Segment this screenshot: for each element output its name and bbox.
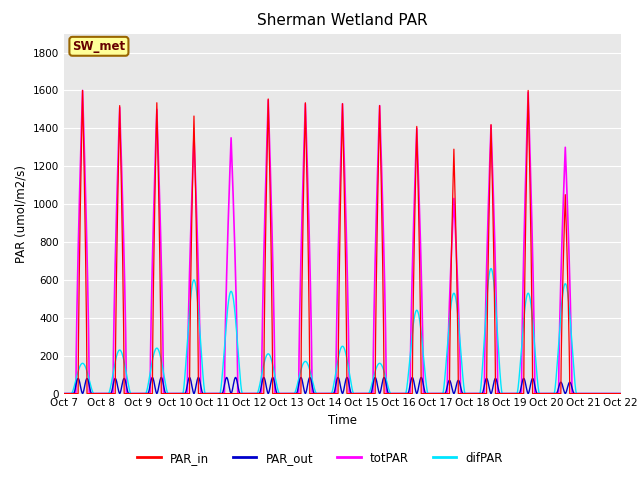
PAR_in xyxy=(274,391,282,396)
Title: Sherman Wetland PAR: Sherman Wetland PAR xyxy=(257,13,428,28)
totPAR xyxy=(546,391,554,396)
Line: PAR_in: PAR_in xyxy=(64,90,621,394)
totPAR xyxy=(298,219,306,225)
PAR_out xyxy=(60,391,68,396)
difPAR xyxy=(546,391,554,396)
difPAR xyxy=(274,385,282,391)
PAR_in xyxy=(546,391,554,396)
PAR_out xyxy=(274,391,282,396)
PAR_in xyxy=(60,391,68,396)
totPAR xyxy=(274,391,282,396)
totPAR xyxy=(124,391,132,396)
PAR_out xyxy=(124,388,131,394)
Legend: PAR_in, PAR_out, totPAR, difPAR: PAR_in, PAR_out, totPAR, difPAR xyxy=(132,447,508,469)
X-axis label: Time: Time xyxy=(328,414,357,427)
PAR_in xyxy=(606,391,614,396)
PAR_in xyxy=(298,294,306,300)
difPAR xyxy=(157,354,164,360)
difPAR xyxy=(124,377,131,383)
Y-axis label: PAR (umol/m2/s): PAR (umol/m2/s) xyxy=(14,165,28,263)
PAR_out xyxy=(157,375,164,381)
PAR_out xyxy=(546,391,554,396)
totPAR xyxy=(157,237,164,242)
difPAR xyxy=(487,265,495,271)
PAR_out xyxy=(606,391,614,396)
PAR_out xyxy=(617,391,625,396)
difPAR xyxy=(606,391,614,396)
Text: SW_met: SW_met xyxy=(72,40,125,53)
Line: PAR_out: PAR_out xyxy=(64,377,621,394)
PAR_in xyxy=(79,87,86,93)
PAR_in xyxy=(124,391,132,396)
difPAR xyxy=(298,365,305,371)
PAR_in xyxy=(617,391,625,396)
totPAR xyxy=(60,391,68,396)
PAR_in xyxy=(157,323,164,329)
totPAR xyxy=(617,391,625,396)
PAR_out xyxy=(148,374,156,380)
Line: totPAR: totPAR xyxy=(64,90,621,394)
Line: difPAR: difPAR xyxy=(64,268,621,394)
difPAR xyxy=(60,391,68,396)
PAR_out xyxy=(298,376,306,382)
difPAR xyxy=(617,391,625,396)
totPAR xyxy=(606,391,614,396)
totPAR xyxy=(79,87,86,93)
